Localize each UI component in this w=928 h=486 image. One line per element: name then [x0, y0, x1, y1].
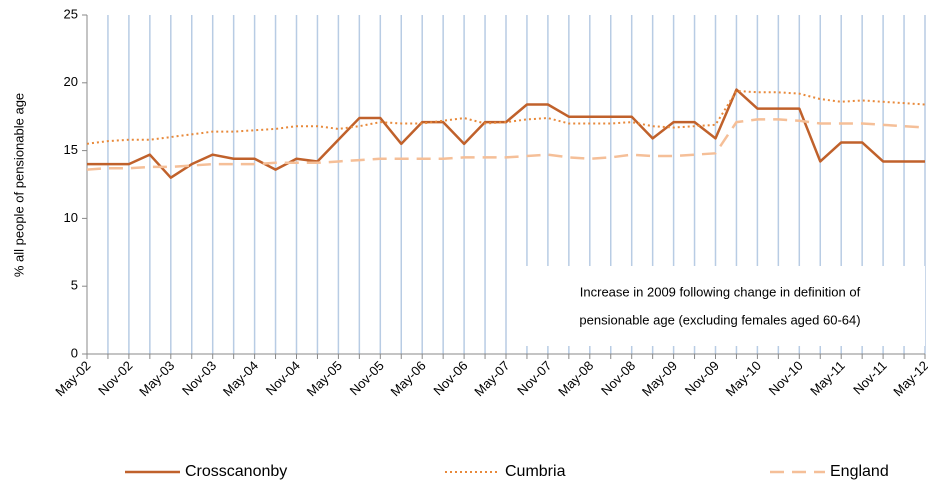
y-tick-label: 25: [64, 6, 78, 21]
y-tick-label: 15: [64, 142, 78, 157]
y-axis-label: % all people of pensionable age: [11, 93, 26, 277]
series-line: [86, 89, 926, 145]
x-tick-label: May-05: [304, 358, 345, 399]
y-tick-label: 0: [71, 345, 78, 360]
x-tick-label: May-10: [723, 358, 764, 399]
y-tick-label: 20: [64, 74, 78, 89]
x-tick-label: Nov-03: [179, 358, 219, 398]
x-tick-label: Nov-06: [430, 358, 470, 398]
x-tick-label: Nov-07: [514, 358, 554, 398]
x-tick-label: May-04: [220, 358, 261, 399]
y-tick-label: 5: [71, 278, 78, 293]
x-tick-label: May-11: [807, 358, 848, 399]
annotation-box: [515, 266, 925, 346]
legend-label: Cumbria: [505, 463, 566, 480]
x-tick-label: Nov-05: [347, 358, 387, 398]
x-tick-label: May-12: [890, 358, 928, 399]
x-tick-label: Nov-11: [850, 358, 890, 398]
y-tick-label: 10: [64, 210, 78, 225]
legend-label: Crosscanonby: [185, 463, 287, 480]
x-tick-label: Nov-02: [95, 358, 135, 398]
x-tick-label: May-09: [639, 358, 680, 399]
annotation: pensionable age (excluding females aged …: [579, 312, 860, 327]
x-tick-label: Nov-08: [598, 358, 638, 398]
annotation: Increase in 2009 following change in def…: [580, 284, 861, 299]
x-tick-label: Nov-10: [766, 358, 806, 398]
x-tick-label: Nov-04: [263, 358, 303, 398]
x-tick-label: Nov-09: [682, 358, 722, 398]
x-tick-label: May-03: [136, 358, 177, 399]
x-tick-label: May-02: [52, 358, 93, 399]
x-tick-label: May-07: [471, 358, 512, 399]
series-line: [86, 118, 926, 171]
x-tick-label: May-08: [555, 358, 596, 399]
x-tick-label: May-06: [387, 358, 428, 399]
legend-label: England: [830, 463, 889, 480]
